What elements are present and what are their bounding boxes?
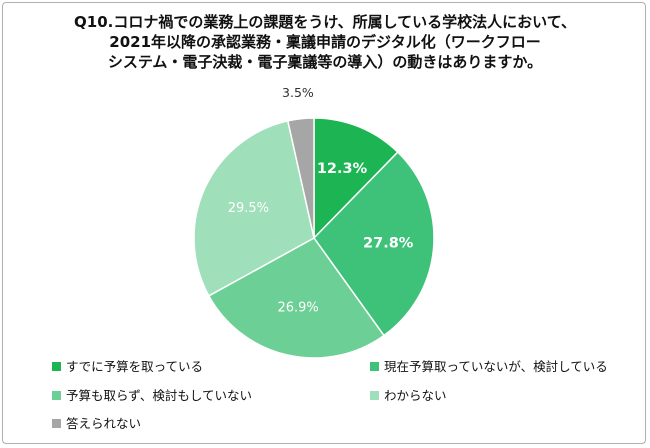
pie-slice-5	[286, 117, 315, 239]
legend-swatch	[370, 362, 379, 371]
legend-swatch	[52, 362, 61, 371]
data-label-1: 12.3%	[317, 161, 368, 177]
legend-item-1: すでに予算を取っている	[52, 356, 203, 375]
legend-item-2: 現在予算取っていないが、検討している	[370, 356, 608, 375]
legend-item-3: 予算も取らず、検討もしていない	[52, 385, 252, 404]
legend-swatch	[52, 391, 61, 400]
pie-slice-2	[313, 151, 435, 337]
pie-slice-1	[313, 117, 399, 240]
legend-item-4: わからない	[370, 385, 447, 404]
legend-label: 答えられない	[66, 416, 142, 431]
data-label-3: 26.9%	[277, 301, 318, 316]
pie-slice-3	[207, 237, 385, 359]
chart-title-line-3: システム・電子決裁・電子稟議等の導入）の動きはありますか。	[107, 53, 543, 71]
legend-label: 予算も取らず、検討もしていない	[66, 388, 253, 403]
legend-label: すでに予算を取っている	[66, 359, 204, 374]
legend-item-5: 答えられない	[52, 413, 141, 432]
chart-title-line-1: Q10.コロナ禍での業務上の課題をうけ、所属している学校法人において、	[74, 13, 576, 31]
data-label-4: 29.5%	[228, 201, 269, 216]
pie-slice-4	[193, 119, 315, 297]
legend-label: 現在予算取っていないが、検討している	[384, 359, 608, 374]
legend-swatch	[52, 419, 61, 428]
chart-title-line-2: 2021年以降の承認業務・稟議申請のデジタル化（ワークフロー	[109, 33, 541, 51]
data-label-5: 3.5%	[282, 85, 314, 100]
legend-label: わからない	[384, 388, 447, 403]
legend-swatch	[370, 391, 379, 400]
data-label-2: 27.8%	[363, 236, 414, 252]
chart-title: Q10.コロナ禍での業務上の課題をうけ、所属している学校法人において、 2021…	[0, 12, 650, 72]
